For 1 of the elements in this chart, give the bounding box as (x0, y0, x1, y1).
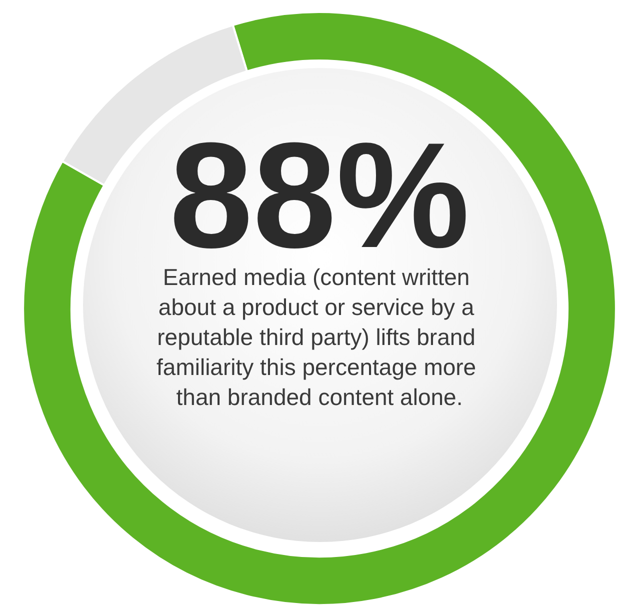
text: Earned media (content written about a product or service by a reputable third party) lifts brand familiarity this percentage more than branded content alone. (156, 264, 482, 410)
